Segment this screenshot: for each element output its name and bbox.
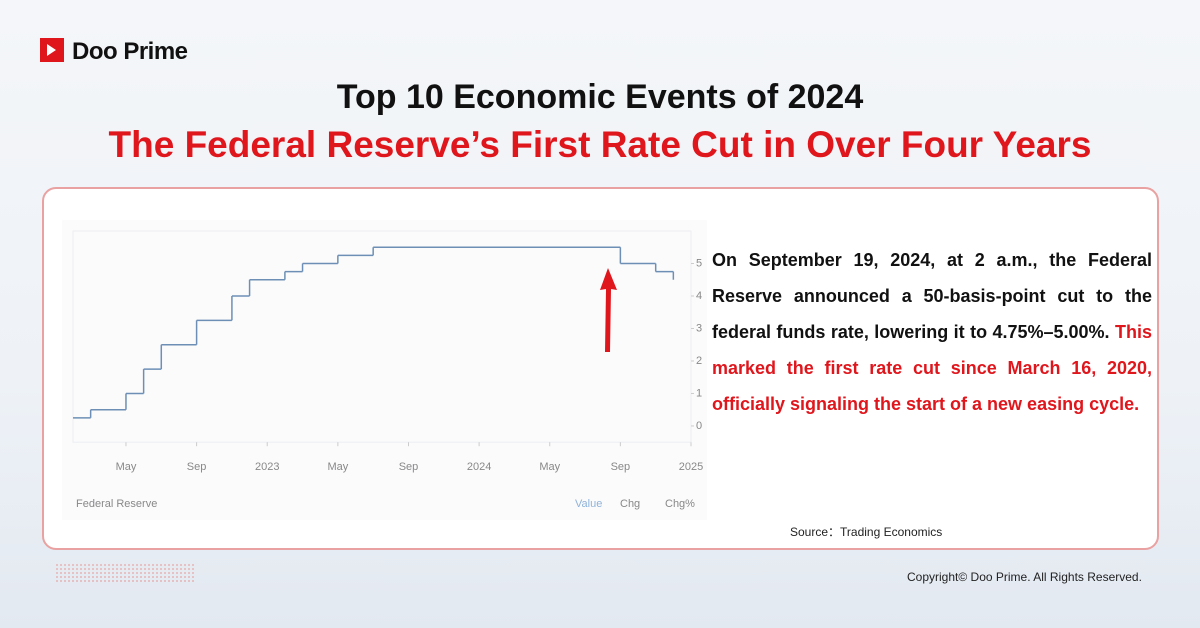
- x-tick-label: Sep: [399, 461, 419, 473]
- x-tick-label: 2023: [255, 461, 279, 473]
- tab[interactable]: Chg: [620, 498, 640, 510]
- x-tick-label: Sep: [187, 461, 207, 473]
- tab[interactable]: Value: [575, 498, 602, 510]
- y-tick-label: 1: [696, 387, 702, 399]
- subtitle: The Federal Reserve’s First Rate Cut in …: [108, 124, 1092, 165]
- chart: 0 1 2 3 4 5 May Sep 2023 May Sep 2024 May Sep 2025 Fede…: [62, 220, 707, 520]
- y-tick-label: 2: [696, 355, 702, 367]
- y-tick-label: 0: [696, 420, 702, 432]
- x-tick-label: May: [327, 461, 348, 473]
- tab[interactable]: Chg%: [665, 498, 695, 510]
- x-tick-label: May: [116, 461, 137, 473]
- arrow: [600, 268, 617, 352]
- y-tick-label: 3: [696, 322, 702, 334]
- x-tick-label: 2024: [467, 461, 491, 473]
- title: Top 10 Economic Events of 2024: [336, 78, 864, 116]
- paragraph: On September 19, 2024, at 2 a.m., the Fe…: [712, 242, 1152, 422]
- text: On September 19, 2024, at 2 a.m., the Fe…: [712, 250, 1152, 342]
- x-tick-label: May: [539, 461, 560, 473]
- decoration: [55, 563, 195, 583]
- logo-icon: [40, 38, 64, 62]
- text-highlight: This marked the first rate cut since Mar…: [712, 322, 1152, 414]
- logo: Doo Prime: [72, 38, 188, 65]
- y-tick-label: 5: [696, 257, 702, 269]
- chart-source: Federal Reserve: [76, 498, 157, 510]
- y-tick-label: 4: [696, 290, 702, 302]
- x-tick-label: 2025: [679, 461, 703, 473]
- chart-panel: [62, 220, 707, 520]
- copyright: Copyright© Doo Prime. All Rights Reserve…: [907, 570, 1142, 584]
- source: Source：Trading Economics: [790, 525, 943, 539]
- plot-frame: [72, 230, 692, 443]
- x-tick-label: Sep: [611, 461, 631, 473]
